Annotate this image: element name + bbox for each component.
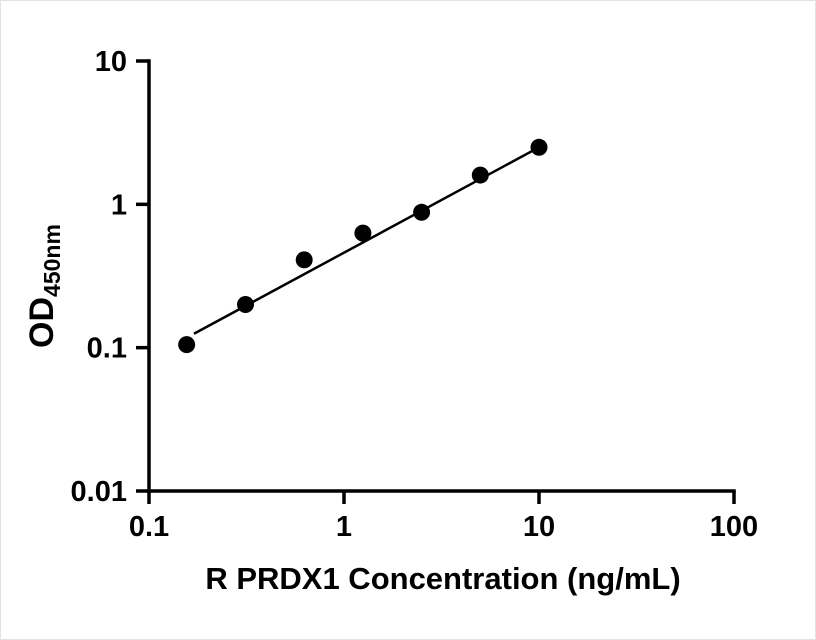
y-tick-label: 10 [95,46,127,78]
y-tick-label: 1 [111,189,127,221]
data-point [471,166,489,184]
y-axis-title-subscript: 450nm [39,224,65,297]
x-axis-title: R PRDX1 Concentration (ng/mL) [205,561,680,596]
x-tick-label: 1 [336,511,352,543]
axes-layer [147,59,736,493]
y-axis-title-main: OD [23,297,61,348]
y-tick-label: 0.01 [71,476,127,508]
data-point [236,296,254,314]
data-point [354,224,372,242]
x-tick-label: 10 [523,511,555,543]
data-point [413,203,431,221]
x-tick-label: 100 [710,511,758,543]
y-axis-title: OD450nm [23,224,65,348]
data-point [530,138,548,156]
ticks-layer [136,59,736,504]
data-point [178,336,196,354]
data-points-layer [178,138,548,354]
data-point [295,251,313,269]
x-tick-label: 0.1 [129,511,169,543]
y-tick-label: 0.1 [87,333,127,365]
axis-spines [147,59,736,493]
